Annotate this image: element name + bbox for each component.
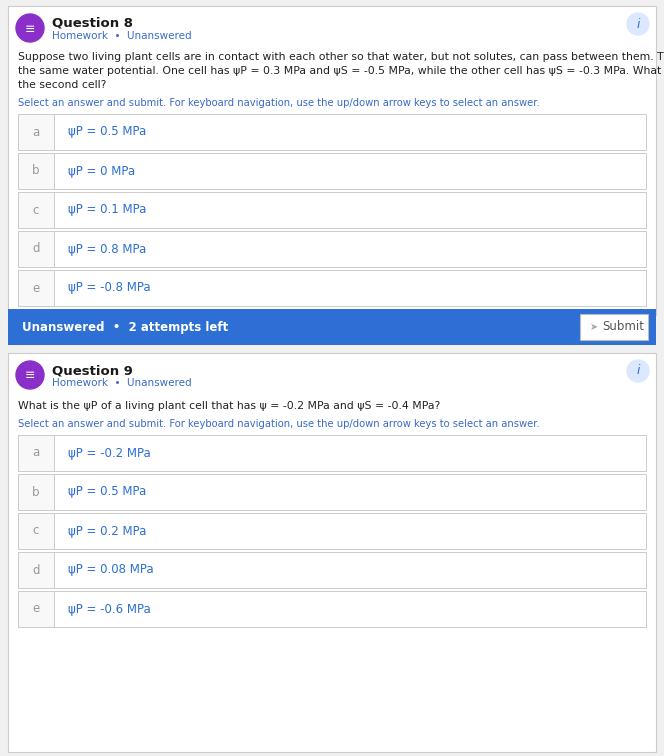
Text: d: d (33, 563, 40, 577)
Text: Select an answer and submit. For keyboard navigation, use the up/down arrow keys: Select an answer and submit. For keyboar… (18, 98, 540, 108)
Text: d: d (33, 243, 40, 256)
Bar (18, 435, 54, 471)
Text: ψP = 0.08 MPa: ψP = 0.08 MPa (68, 563, 153, 577)
Bar (18, 192, 54, 228)
Text: ψP = 0.1 MPa: ψP = 0.1 MPa (68, 203, 146, 216)
Bar (18, 513, 646, 549)
Text: Homework  •  Unanswered: Homework • Unanswered (52, 378, 192, 388)
Text: Suppose two living plant cells are in contact with each other so that water, but: Suppose two living plant cells are in co… (18, 52, 664, 62)
Text: i: i (636, 17, 639, 30)
Text: c: c (33, 525, 39, 538)
Text: ψP = -0.6 MPa: ψP = -0.6 MPa (68, 603, 151, 615)
Text: e: e (33, 281, 40, 295)
Text: b: b (33, 165, 40, 178)
Text: Unanswered  •  2 attempts left: Unanswered • 2 attempts left (22, 321, 228, 333)
Text: e: e (33, 603, 40, 615)
Bar (18, 114, 646, 150)
Text: ψP = 0 MPa: ψP = 0 MPa (68, 165, 135, 178)
Text: ψP = 0.5 MPa: ψP = 0.5 MPa (68, 485, 146, 498)
Bar (18, 231, 54, 267)
Text: ➤: ➤ (590, 322, 598, 332)
Bar (18, 114, 54, 150)
Bar (8, 353, 656, 752)
Text: Question 9: Question 9 (52, 364, 133, 377)
Text: ψP = 0.8 MPa: ψP = 0.8 MPa (68, 243, 146, 256)
Bar (18, 192, 646, 228)
Text: ψP = 0.2 MPa: ψP = 0.2 MPa (68, 525, 146, 538)
Bar (18, 552, 54, 588)
Text: i: i (636, 364, 639, 377)
Text: b: b (33, 485, 40, 498)
Text: the same water potential. One cell has ψP = 0.3 MPa and ψS = -0.5 MPa, while the: the same water potential. One cell has ψ… (18, 66, 664, 76)
Text: the second cell?: the second cell? (18, 80, 106, 90)
Bar (8, 309, 656, 345)
Bar (18, 231, 646, 267)
Bar (18, 270, 646, 306)
Bar (18, 270, 54, 306)
Text: Select an answer and submit. For keyboard navigation, use the up/down arrow keys: Select an answer and submit. For keyboar… (18, 419, 540, 429)
Circle shape (16, 361, 44, 389)
Bar (18, 153, 646, 189)
Bar (18, 474, 646, 510)
Bar (18, 591, 646, 627)
Text: ψP = -0.2 MPa: ψP = -0.2 MPa (68, 447, 151, 460)
Bar (8, 6, 656, 315)
Text: Homework  •  Unanswered: Homework • Unanswered (52, 31, 192, 41)
Text: ≡: ≡ (25, 370, 35, 383)
Text: a: a (33, 447, 40, 460)
Text: a: a (33, 125, 40, 138)
Bar (18, 435, 646, 471)
Text: ≡: ≡ (25, 23, 35, 36)
Text: Question 8: Question 8 (52, 17, 133, 30)
Bar (18, 474, 54, 510)
Bar (18, 591, 54, 627)
Bar (580, 314, 648, 340)
Circle shape (627, 360, 649, 382)
Text: ψP = -0.8 MPa: ψP = -0.8 MPa (68, 281, 151, 295)
Text: c: c (33, 203, 39, 216)
Text: What is the ψP of a living plant cell that has ψ = -0.2 MPa and ψS = -0.4 MPa?: What is the ψP of a living plant cell th… (18, 401, 440, 411)
Text: Submit: Submit (602, 321, 644, 333)
Bar (18, 513, 54, 549)
Circle shape (16, 14, 44, 42)
Bar (18, 153, 54, 189)
Bar (18, 552, 646, 588)
Circle shape (627, 13, 649, 35)
Text: ψP = 0.5 MPa: ψP = 0.5 MPa (68, 125, 146, 138)
